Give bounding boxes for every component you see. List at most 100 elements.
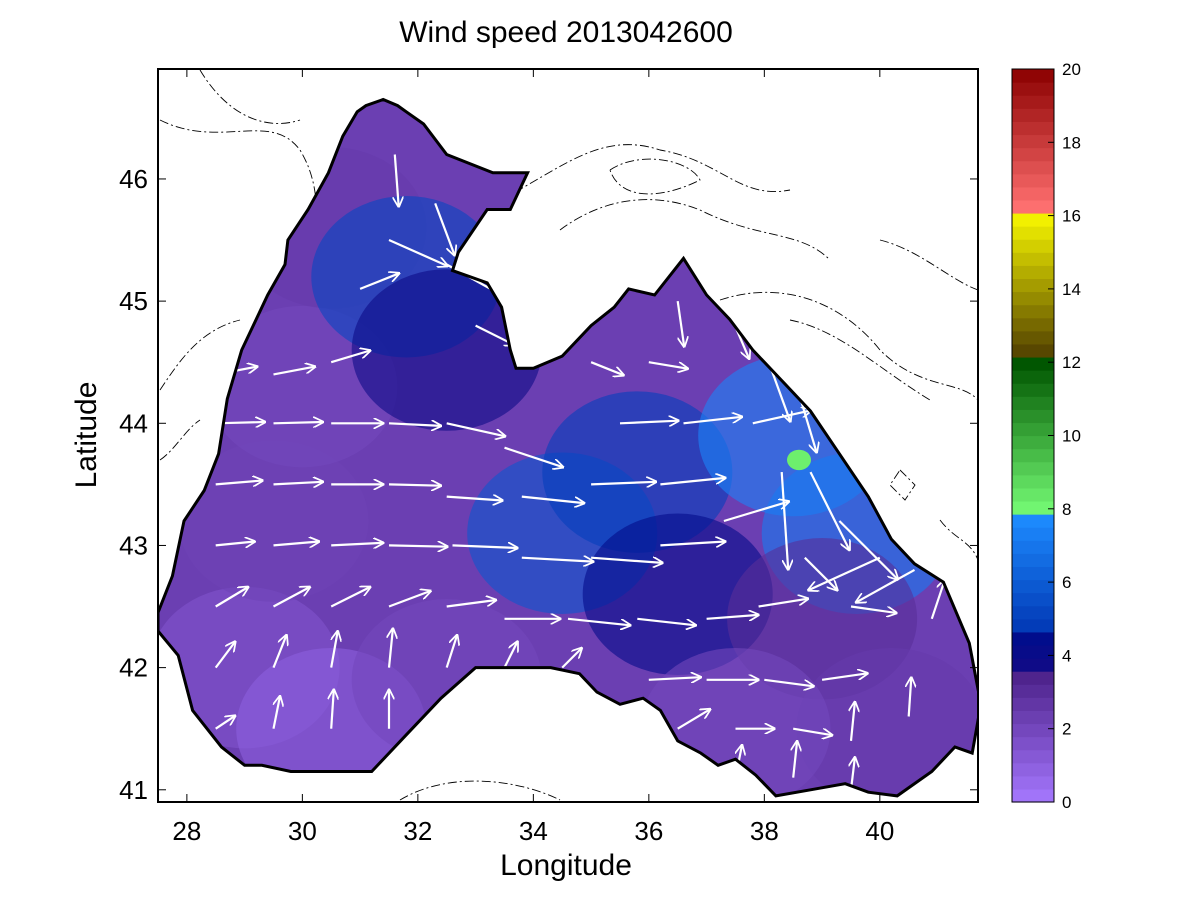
wind-arrow [683, 417, 743, 425]
colorbar-segment [1012, 199, 1054, 214]
colorbar-segment [1012, 147, 1054, 162]
colorbar-segment [1012, 461, 1054, 476]
colorbar: 0 2 4 6 8 10 12 14 16 18 20 [1011, 60, 1081, 812]
wind-speed-cell [542, 391, 733, 553]
colorbar-segment [1012, 500, 1054, 515]
colorbar-segment [1012, 736, 1054, 751]
wind-arrow [758, 599, 808, 608]
wind-arrow [838, 520, 898, 580]
wind-arrow [214, 642, 236, 669]
colorbar-segment [1012, 474, 1054, 489]
wind-arrow [752, 410, 812, 425]
colorbar-tick-label: 8 [1062, 500, 1071, 519]
wind-arrow [330, 351, 370, 364]
wind-arrow [272, 696, 281, 729]
y-tick-label: 43 [119, 530, 148, 560]
land-contour-line [199, 69, 301, 124]
wind-arrow [591, 482, 656, 485]
colorbar-segment [1012, 370, 1054, 384]
colorbar-tick-label: 0 [1062, 793, 1071, 812]
wind-arrow [215, 542, 255, 546]
wind-arrow [619, 421, 679, 424]
wind-speed-cell [582, 513, 773, 676]
x-tick-label: 36 [634, 816, 663, 846]
wind-speed-cell [351, 269, 542, 431]
wind-arrow [660, 478, 725, 486]
y-tick-label: 41 [119, 775, 148, 805]
wind-arrow [330, 587, 370, 608]
wind-arrow [660, 542, 725, 546]
colorbar-segment [1012, 631, 1054, 646]
wind-arrow [804, 556, 838, 591]
colorbar-segment [1012, 383, 1054, 397]
colorbar-tick-label: 10 [1062, 427, 1081, 446]
wind-arrow [676, 300, 685, 347]
coastline [158, 97, 978, 798]
wind-arrow [272, 635, 287, 669]
wind-arrow [388, 591, 431, 608]
wind-arrow [446, 600, 496, 608]
chart-title: Wind speed 2013042600 [399, 16, 733, 49]
colorbar-segment [1012, 69, 1054, 83]
colorbar-segment [1012, 317, 1054, 332]
y-tick-label: 42 [119, 653, 148, 683]
colorbar-segment [1012, 356, 1054, 371]
colorbar-segment [1012, 592, 1054, 607]
wind-arrow [521, 495, 584, 504]
land-contour-line [939, 519, 978, 561]
colorbar-segment [1012, 527, 1054, 541]
colorbar-tick-label: 4 [1062, 646, 1071, 665]
colorbar-segment [1012, 684, 1054, 698]
wind-arrow [856, 568, 916, 603]
wind-arrow [434, 203, 455, 255]
colorbar-tick-label: 2 [1062, 720, 1071, 739]
wind-arrow [821, 673, 868, 681]
wind-arrow [793, 741, 797, 778]
wind-arrow [909, 678, 912, 717]
land-contour-line [499, 144, 791, 201]
wind-arrow [215, 587, 249, 608]
x-tick-label: 34 [519, 816, 548, 846]
land-contour-line [719, 291, 978, 401]
wind-speed-cell [787, 449, 811, 471]
wind-arrow [388, 423, 441, 426]
colorbar-segment [1012, 173, 1054, 188]
colorbar-tick-label: 6 [1062, 573, 1071, 592]
wind-arrow [446, 422, 506, 436]
wind-arrow [637, 617, 696, 626]
colorbar-segment [1012, 448, 1054, 463]
wind-arrow [273, 422, 323, 423]
colorbar-segment [1012, 514, 1054, 528]
wind-arrow [780, 472, 789, 569]
wind-arrow [395, 154, 399, 207]
wind-arrow [272, 587, 310, 608]
wind-arrow [215, 716, 236, 730]
colorbar-tick-label: 18 [1062, 133, 1081, 152]
land-contour-line [789, 319, 931, 401]
colorbar-segment [1012, 121, 1054, 136]
wind-speed-cell [207, 305, 398, 468]
land-contour-lines [159, 69, 978, 801]
colorbar-segment [1012, 605, 1054, 620]
colorbar-segment [1012, 291, 1054, 306]
wind-arrow [648, 361, 688, 369]
wind-arrow [503, 642, 518, 669]
wind-arrow [504, 446, 564, 468]
colorbar-segment [1012, 108, 1054, 122]
wind-arrow [851, 757, 855, 790]
colorbar-tick-label: 20 [1062, 60, 1081, 79]
wind-arrow [850, 605, 897, 614]
wind-arrow [809, 471, 850, 550]
colorbar-segment [1012, 212, 1054, 227]
y-tick-label: 45 [119, 286, 148, 316]
wind-arrow [591, 556, 663, 563]
wind-arrow [330, 631, 338, 668]
colorbar-segment [1012, 487, 1054, 502]
x-axis: 28 30 32 34 36 38 40 [172, 69, 894, 846]
colorbar-segment [1012, 343, 1054, 358]
x-tick-label: 28 [172, 816, 201, 846]
x-tick-label: 32 [403, 816, 432, 846]
wind-arrow [446, 497, 503, 501]
colorbar-segment [1012, 697, 1054, 711]
wind-arrow [388, 545, 448, 546]
